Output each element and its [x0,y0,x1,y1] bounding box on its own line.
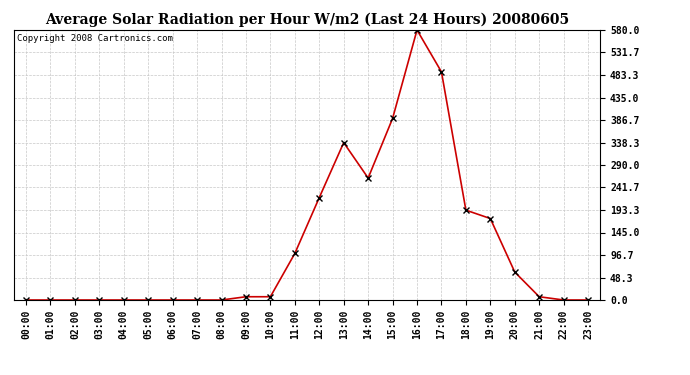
Title: Average Solar Radiation per Hour W/m2 (Last 24 Hours) 20080605: Average Solar Radiation per Hour W/m2 (L… [45,13,569,27]
Text: Copyright 2008 Cartronics.com: Copyright 2008 Cartronics.com [17,34,172,43]
